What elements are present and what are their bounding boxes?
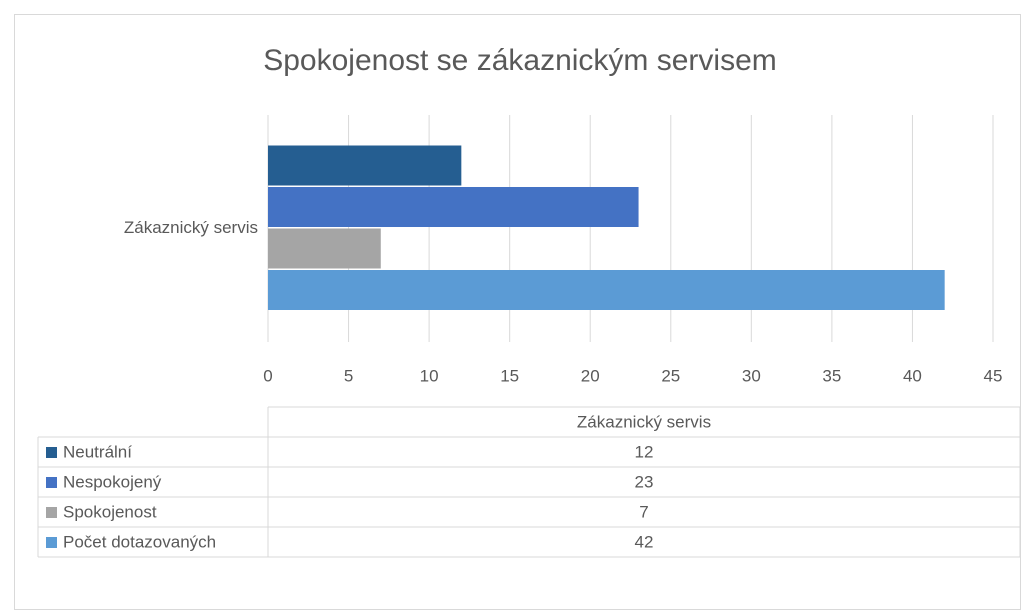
legend-label: Nespokojený xyxy=(63,472,162,491)
legend-key xyxy=(46,507,57,518)
x-tick-label: 20 xyxy=(581,366,600,385)
y-tick-label: Zákaznický servis xyxy=(124,218,258,237)
x-tick-label: 30 xyxy=(742,366,761,385)
x-tick-label: 15 xyxy=(500,366,519,385)
table-value: 42 xyxy=(635,532,654,551)
bar xyxy=(268,270,945,310)
chart-title: Spokojenost se zákaznickým servisem xyxy=(263,44,777,77)
x-tick-label: 25 xyxy=(661,366,680,385)
table-header: Zákaznický servis xyxy=(577,412,711,431)
table-value: 12 xyxy=(635,442,654,461)
chart-frame xyxy=(14,14,1021,610)
table-value: 23 xyxy=(635,472,654,491)
legend-key xyxy=(46,447,57,458)
legend-key xyxy=(46,477,57,488)
x-tick-label: 0 xyxy=(263,366,272,385)
x-tick-label: 40 xyxy=(903,366,922,385)
legend-label: Spokojenost xyxy=(63,502,157,521)
table-value: 7 xyxy=(639,502,648,521)
bar xyxy=(268,187,639,227)
x-tick-label: 45 xyxy=(984,366,1003,385)
legend-label: Neutrální xyxy=(63,442,132,461)
x-tick-label: 35 xyxy=(822,366,841,385)
bar xyxy=(268,145,462,186)
bar xyxy=(268,228,381,269)
x-tick-label: 10 xyxy=(420,366,439,385)
legend-key xyxy=(46,537,57,548)
x-tick-label: 5 xyxy=(344,366,353,385)
legend-label: Počet dotazovaných xyxy=(63,532,216,551)
